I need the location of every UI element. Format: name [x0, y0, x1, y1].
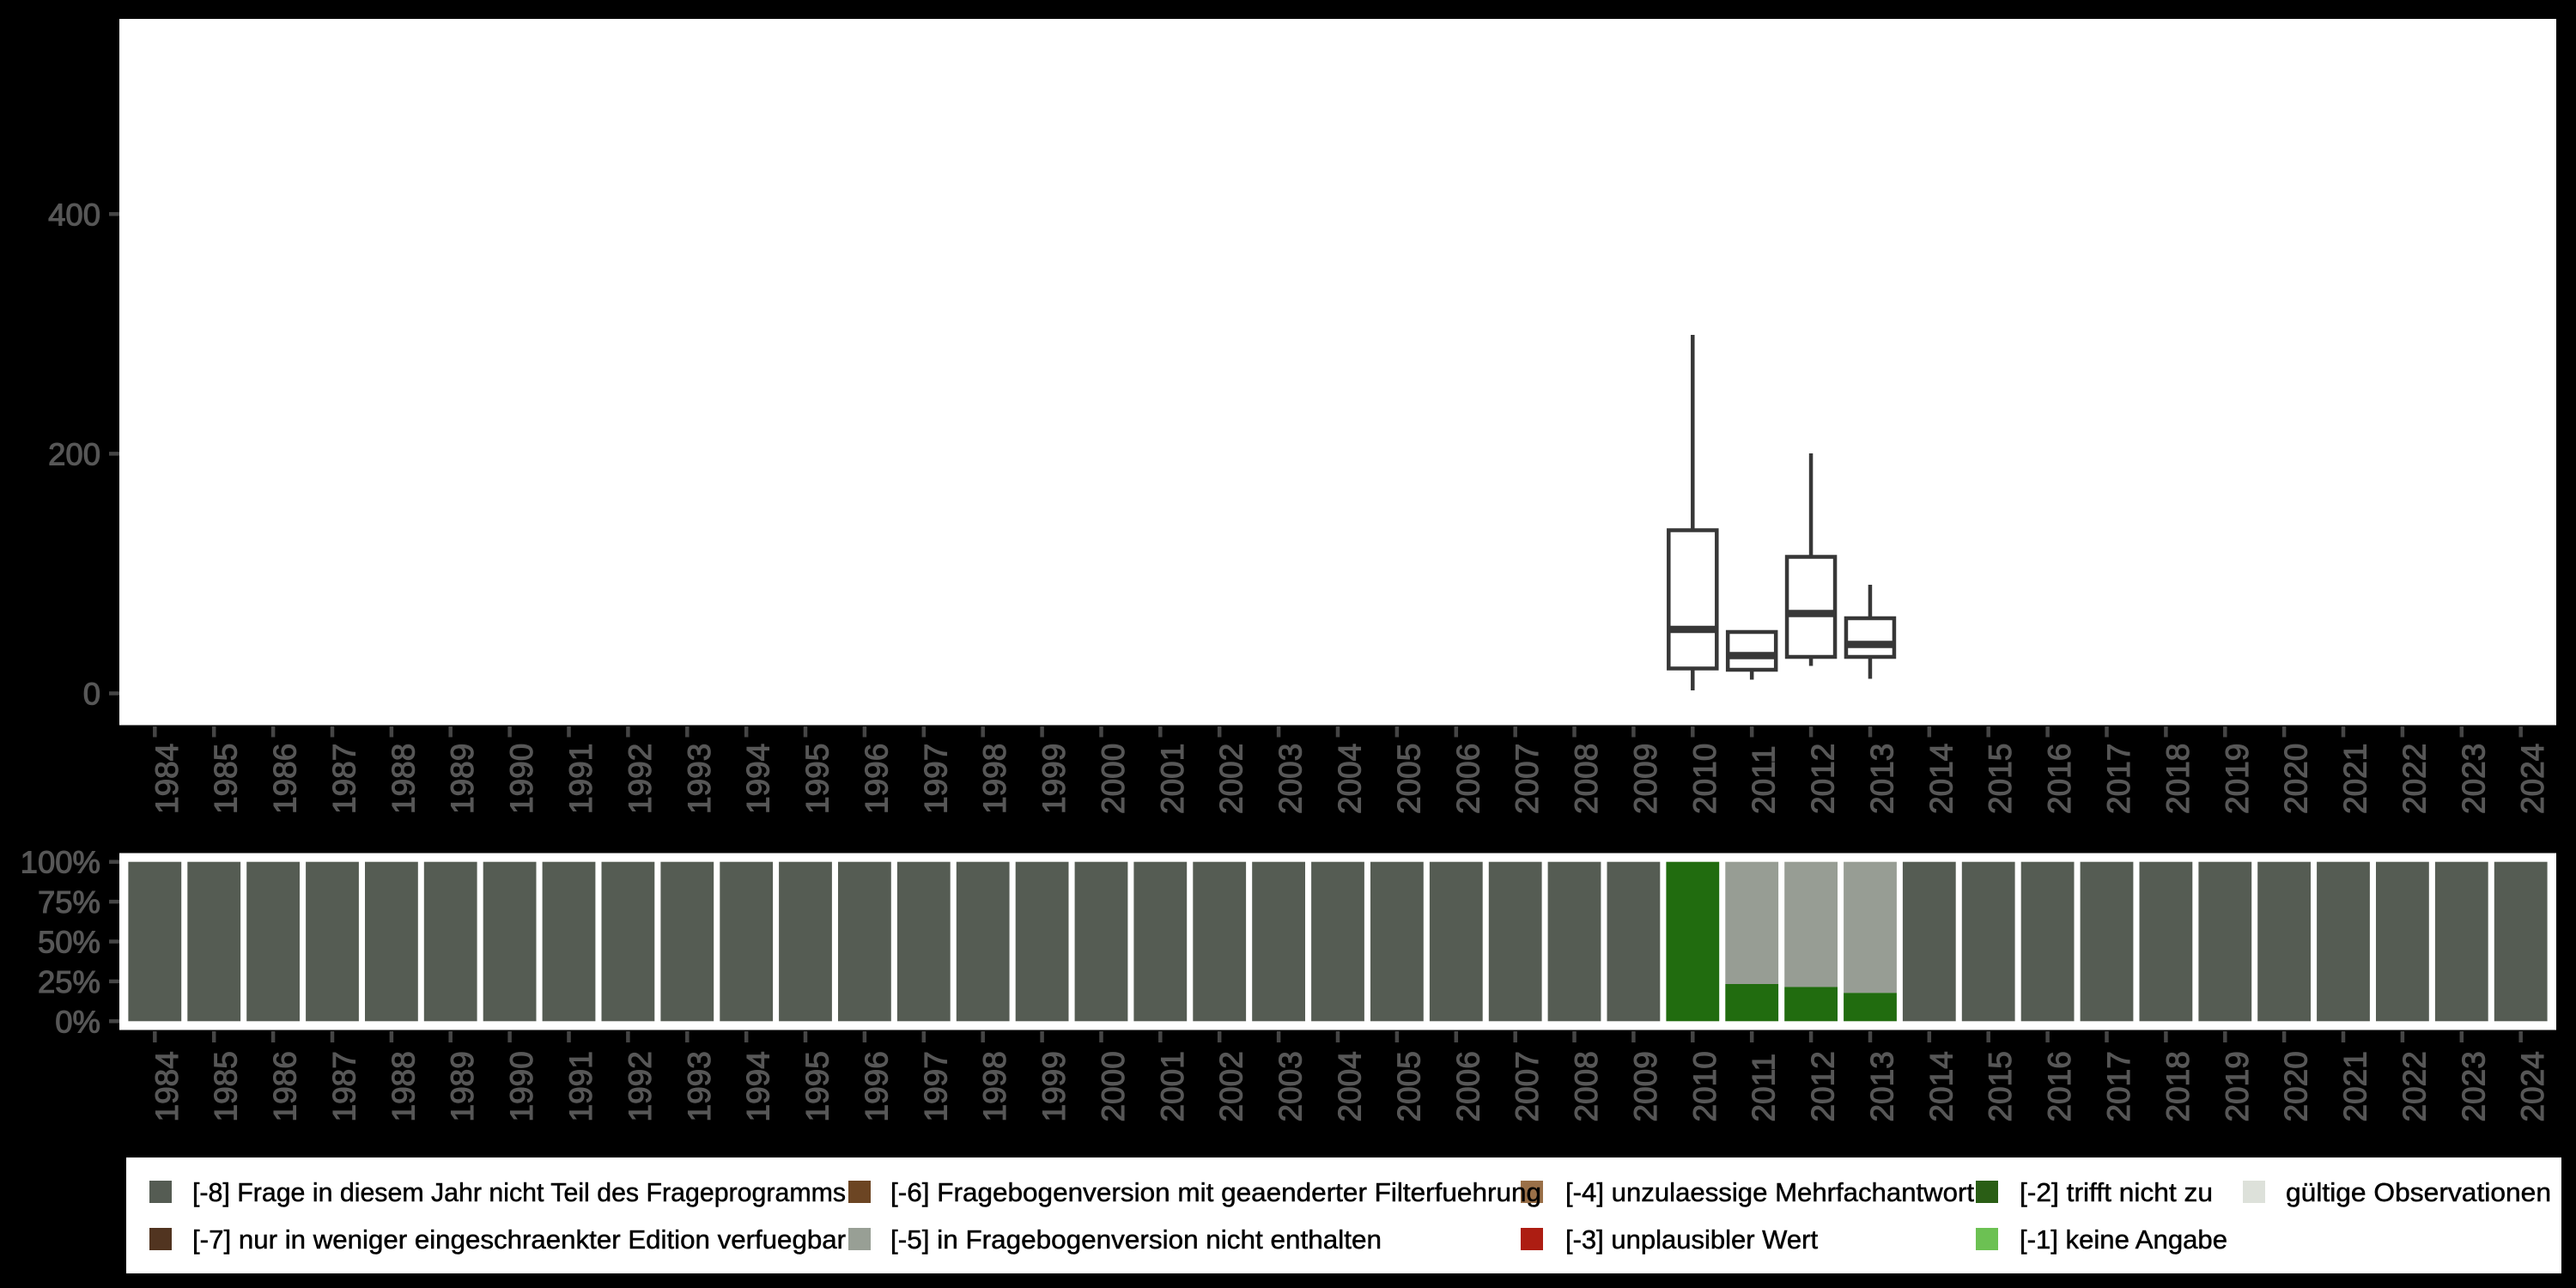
svg-text:2013: 2013	[1865, 1051, 1900, 1121]
svg-text:2015: 2015	[1983, 744, 2018, 814]
svg-text:1990: 1990	[504, 744, 539, 814]
svg-text:1989: 1989	[445, 1051, 480, 1121]
svg-text:2003: 2003	[1273, 744, 1309, 814]
svg-text:[-6] Fragebogenversion mit gea: [-6] Fragebogenversion mit geaenderter F…	[890, 1177, 1541, 1207]
svg-text:2021: 2021	[2338, 744, 2373, 814]
svg-text:2002: 2002	[1214, 1051, 1249, 1121]
svg-text:1998: 1998	[977, 1051, 1012, 1121]
svg-text:2009: 2009	[1628, 744, 1663, 814]
svg-text:1994: 1994	[741, 744, 776, 814]
svg-text:2009: 2009	[1628, 1051, 1663, 1121]
svg-text:2023: 2023	[2456, 1051, 2491, 1121]
svg-text:2010: 2010	[1687, 744, 1722, 814]
svg-text:1988: 1988	[386, 744, 421, 814]
svg-text:1989: 1989	[445, 744, 480, 814]
svg-text:[-4] unzulaessige Mehrfachantw: [-4] unzulaessige Mehrfachantwort	[1565, 1177, 1974, 1207]
svg-text:2018: 2018	[2160, 1051, 2196, 1121]
svg-text:2016: 2016	[2042, 744, 2077, 814]
svg-text:2019: 2019	[2220, 1051, 2255, 1121]
svg-text:2016: 2016	[2042, 1051, 2077, 1121]
svg-text:2024: 2024	[2515, 1051, 2550, 1121]
svg-text:1987: 1987	[327, 744, 362, 814]
svg-text:2007: 2007	[1510, 744, 1545, 814]
svg-text:1987: 1987	[327, 1051, 362, 1121]
svg-text:1986: 1986	[268, 744, 303, 814]
svg-text:2003: 2003	[1273, 1051, 1309, 1121]
svg-text:1997: 1997	[918, 744, 953, 814]
svg-text:1999: 1999	[1036, 1051, 1072, 1121]
svg-text:2004: 2004	[1333, 744, 1368, 814]
svg-text:2011: 2011	[1747, 1054, 1782, 1122]
svg-text:2008: 2008	[1569, 1051, 1604, 1121]
svg-text:100%: 100%	[21, 845, 100, 880]
svg-text:2012: 2012	[1806, 1051, 1841, 1121]
svg-text:[-8] Frage in diesem Jahr nich: [-8] Frage in diesem Jahr nicht Teil des…	[192, 1177, 846, 1207]
svg-text:[-1] keine Angabe: [-1] keine Angabe	[2020, 1224, 2227, 1255]
svg-text:2020: 2020	[2279, 1051, 2314, 1121]
svg-text:1992: 1992	[623, 1051, 658, 1121]
svg-text:2005: 2005	[1391, 744, 1426, 814]
svg-text:2021: 2021	[2338, 1051, 2373, 1121]
svg-text:25%: 25%	[38, 964, 100, 999]
svg-text:50%: 50%	[38, 925, 100, 960]
svg-text:[-7] nur in weniger eingeschra: [-7] nur in weniger eingeschraenkter Edi…	[192, 1224, 846, 1255]
svg-text:1988: 1988	[386, 1051, 421, 1121]
svg-text:2000: 2000	[1096, 1051, 1131, 1121]
svg-text:2013: 2013	[1865, 744, 1900, 814]
svg-text:2005: 2005	[1391, 1051, 1426, 1121]
svg-text:2010: 2010	[1687, 1051, 1722, 1121]
svg-text:2000: 2000	[1096, 744, 1131, 814]
svg-text:1996: 1996	[859, 1051, 894, 1121]
svg-text:2017: 2017	[2101, 1051, 2136, 1121]
svg-text:1990: 1990	[504, 1051, 539, 1121]
svg-text:1985: 1985	[209, 744, 244, 814]
svg-text:1997: 1997	[918, 1051, 953, 1121]
svg-text:2014: 2014	[1923, 744, 1959, 814]
svg-text:2014: 2014	[1923, 1051, 1959, 1121]
svg-text:1984: 1984	[149, 1051, 185, 1121]
svg-text:[-3] unplausibler Wert: [-3] unplausibler Wert	[1565, 1224, 1818, 1255]
svg-text:2004: 2004	[1333, 1051, 1368, 1121]
svg-text:2008: 2008	[1569, 744, 1604, 814]
svg-text:2024: 2024	[2515, 744, 2550, 814]
svg-text:1993: 1993	[682, 744, 717, 814]
svg-text:[-5] in Fragebogenversion nich: [-5] in Fragebogenversion nicht enthalte…	[890, 1224, 1382, 1255]
svg-text:[-2] trifft nicht zu: [-2] trifft nicht zu	[2020, 1177, 2213, 1207]
svg-text:2011: 2011	[1747, 745, 1782, 814]
svg-text:400: 400	[48, 197, 100, 232]
svg-text:1985: 1985	[209, 1051, 244, 1121]
svg-text:2012: 2012	[1806, 744, 1841, 814]
svg-text:2022: 2022	[2397, 744, 2432, 814]
svg-text:2007: 2007	[1510, 1051, 1545, 1121]
svg-text:2019: 2019	[2220, 744, 2255, 814]
svg-text:2006: 2006	[1450, 1051, 1485, 1121]
svg-text:1998: 1998	[977, 744, 1012, 814]
svg-text:1992: 1992	[623, 744, 658, 814]
svg-text:2015: 2015	[1983, 1051, 2018, 1121]
svg-text:200: 200	[48, 436, 100, 471]
svg-text:1991: 1991	[563, 744, 598, 814]
svg-text:1984: 1984	[149, 744, 185, 814]
svg-text:2023: 2023	[2456, 744, 2491, 814]
svg-text:1994: 1994	[741, 1051, 776, 1121]
svg-text:0%: 0%	[55, 1004, 100, 1039]
svg-text:1996: 1996	[859, 744, 894, 814]
svg-text:2002: 2002	[1214, 744, 1249, 814]
svg-text:1986: 1986	[268, 1051, 303, 1121]
svg-text:2017: 2017	[2101, 744, 2136, 814]
svg-text:1995: 1995	[800, 1051, 835, 1121]
svg-text:2020: 2020	[2279, 744, 2314, 814]
svg-text:2001: 2001	[1155, 744, 1190, 814]
svg-text:2022: 2022	[2397, 1051, 2432, 1121]
svg-text:2001: 2001	[1155, 1051, 1190, 1121]
svg-text:0: 0	[83, 677, 100, 712]
svg-text:1991: 1991	[563, 1051, 598, 1121]
svg-text:1995: 1995	[800, 744, 835, 814]
svg-text:2018: 2018	[2160, 744, 2196, 814]
svg-text:1993: 1993	[682, 1051, 717, 1121]
svg-text:2006: 2006	[1450, 744, 1485, 814]
svg-text:gültige Observationen: gültige Observationen	[2286, 1177, 2551, 1207]
svg-text:75%: 75%	[38, 884, 100, 920]
svg-text:1999: 1999	[1036, 744, 1072, 814]
